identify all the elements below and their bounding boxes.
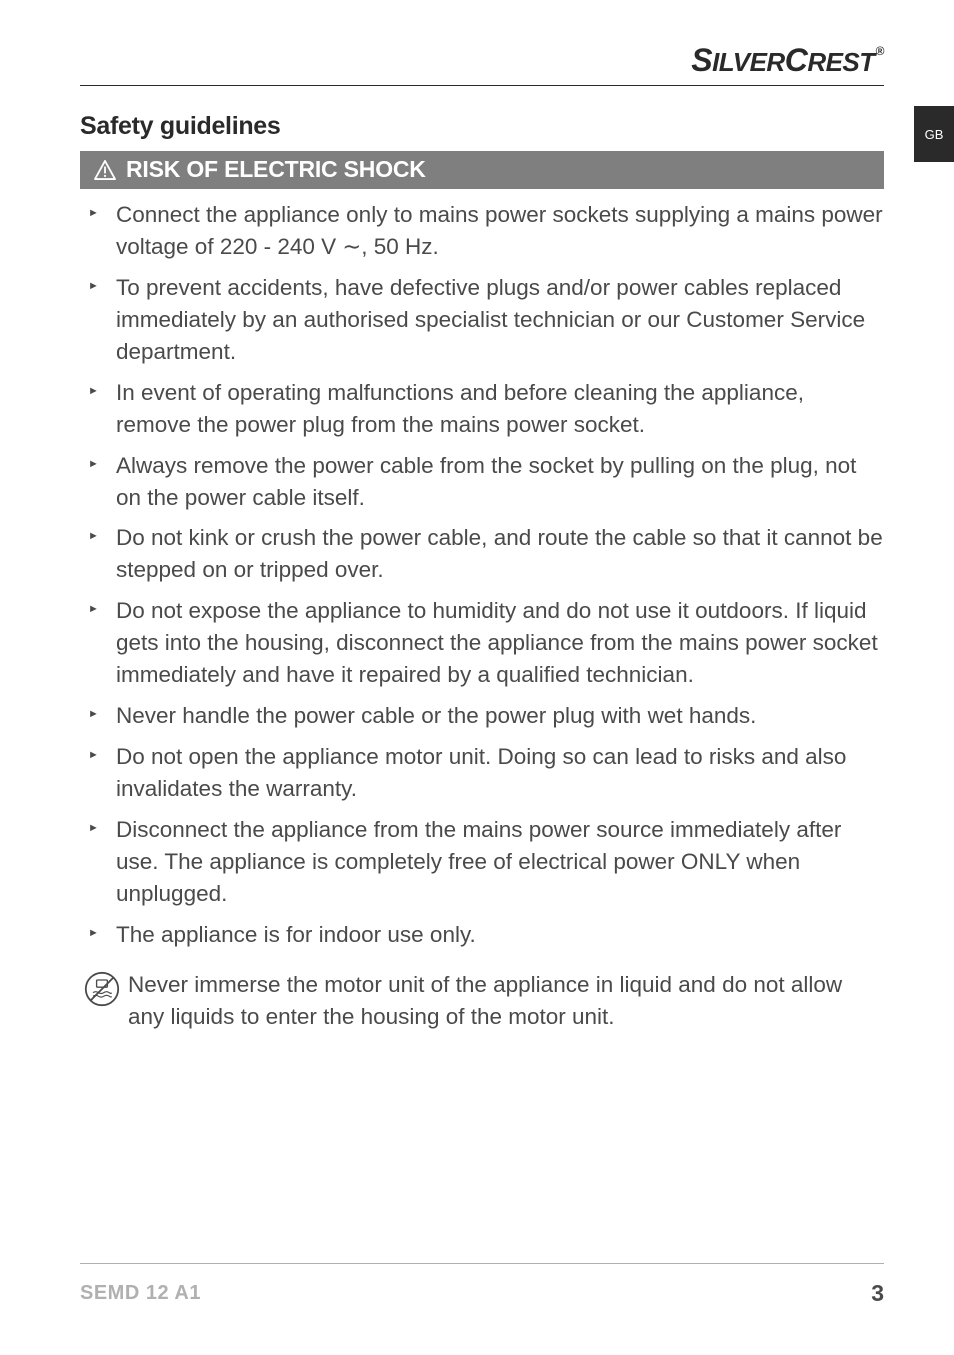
warning-text: RISK OF ELECTRIC SHOCK — [126, 156, 426, 183]
list-item: The appliance is for indoor use only. — [86, 919, 884, 951]
safety-bullet-list: Connect the appliance only to mains powe… — [80, 189, 884, 951]
warning-triangle-icon — [94, 160, 116, 180]
section-title: Safety guidelines — [80, 112, 884, 141]
page-footer: SEMD 12 A1 3 — [80, 1263, 884, 1307]
list-item: Never handle the power cable or the powe… — [86, 700, 884, 732]
list-item: Do not open the appliance motor unit. Do… — [86, 741, 884, 805]
immerse-warning: Never immerse the motor unit of the appl… — [80, 969, 884, 1033]
list-item: Connect the appliance only to mains powe… — [86, 199, 884, 263]
list-item: In event of operating malfunctions and b… — [86, 377, 884, 441]
list-item: Always remove the power cable from the s… — [86, 450, 884, 514]
no-immerse-icon — [84, 971, 120, 1007]
footer-page-number: 3 — [871, 1280, 884, 1307]
warning-banner: RISK OF ELECTRIC SHOCK — [80, 151, 884, 189]
list-item: Do not kink or crush the power cable, an… — [86, 522, 884, 586]
list-item: Disconnect the appliance from the mains … — [86, 814, 884, 910]
page-content: SILVERCREST® Safety guidelines RISK OF E… — [0, 0, 954, 1033]
list-item: To prevent accidents, have defective plu… — [86, 272, 884, 368]
footer-model: SEMD 12 A1 — [80, 1282, 201, 1305]
immerse-text: Never immerse the motor unit of the appl… — [128, 969, 884, 1033]
brand-logo: SILVERCREST® — [80, 42, 884, 86]
list-item: Do not expose the appliance to humidity … — [86, 595, 884, 691]
